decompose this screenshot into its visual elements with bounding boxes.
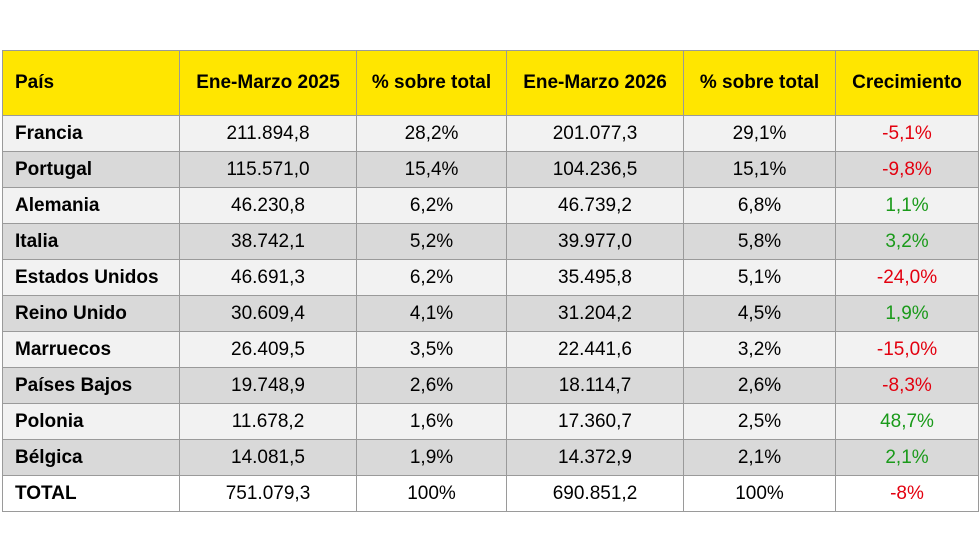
table-row: Reino Unido 30.609,4 4,1% 31.204,2 4,5% 1,9% — [2, 295, 979, 332]
cell-crecimiento: 1,1% — [835, 187, 979, 224]
cell-ene-marzo-2026: 201.077,3 — [506, 115, 684, 152]
cell-country: Alemania — [2, 187, 180, 224]
cell-ene-marzo-2026: 22.441,6 — [506, 331, 684, 368]
cell-pct-2026: 5,1% — [683, 259, 836, 296]
cell-crecimiento: 3,2% — [835, 223, 979, 260]
cell-country: Italia — [2, 223, 180, 260]
cell-country: Estados Unidos — [2, 259, 180, 296]
header-pct-2026: % sobre total — [683, 50, 836, 116]
cell-pct-2025: 1,9% — [356, 439, 507, 476]
total-row: TOTAL 751.079,3 100% 690.851,2 100% -8% — [2, 475, 979, 512]
table-row: Alemania 46.230,8 6,2% 46.739,2 6,8% 1,1% — [2, 187, 979, 224]
cell-pct-2025: 1,6% — [356, 403, 507, 440]
cell-crecimiento: -8,3% — [835, 367, 979, 404]
cell-pct-2026: 3,2% — [683, 331, 836, 368]
cell-pct-2025: 3,5% — [356, 331, 507, 368]
cell-ene-marzo-2026: 690.851,2 — [506, 475, 684, 512]
header-pct-2025: % sobre total — [356, 50, 507, 116]
table-body: Francia 211.894,8 28,2% 201.077,3 29,1% -5,1%… — [2, 115, 979, 512]
cell-country: Francia — [2, 115, 180, 152]
cell-crecimiento: 1,9% — [835, 295, 979, 332]
cell-country: Reino Unido — [2, 295, 180, 332]
table-row: Marruecos 26.409,5 3,5% 22.441,6 3,2% -15,0% — [2, 331, 979, 368]
cell-ene-marzo-2026: 17.360,7 — [506, 403, 684, 440]
cell-country: Polonia — [2, 403, 180, 440]
cell-country: Marruecos — [2, 331, 180, 368]
cell-crecimiento: -8% — [835, 475, 979, 512]
cell-pct-2026: 2,5% — [683, 403, 836, 440]
cell-ene-marzo-2025: 38.742,1 — [179, 223, 357, 260]
cell-ene-marzo-2026: 39.977,0 — [506, 223, 684, 260]
cell-ene-marzo-2025: 14.081,5 — [179, 439, 357, 476]
cell-country: Bélgica — [2, 439, 180, 476]
cell-pct-2026: 2,6% — [683, 367, 836, 404]
cell-crecimiento: -5,1% — [835, 115, 979, 152]
cell-ene-marzo-2026: 14.372,9 — [506, 439, 684, 476]
cell-ene-marzo-2025: 46.230,8 — [179, 187, 357, 224]
header-row: País Ene-Marzo 2025 % sobre total Ene-Ma… — [2, 50, 979, 116]
cell-pct-2025: 6,2% — [356, 187, 507, 224]
header-ene-marzo-2025: Ene-Marzo 2025 — [179, 50, 357, 116]
cell-crecimiento: -15,0% — [835, 331, 979, 368]
table-row: Italia 38.742,1 5,2% 39.977,0 5,8% 3,2% — [2, 223, 979, 260]
table-row: Estados Unidos 46.691,3 6,2% 35.495,8 5,1% -2… — [2, 259, 979, 296]
table-row: Portugal 115.571,0 15,4% 104.236,5 15,1% -9,8… — [2, 151, 979, 188]
cell-pct-2026: 2,1% — [683, 439, 836, 476]
cell-crecimiento: -24,0% — [835, 259, 979, 296]
cell-ene-marzo-2025: 11.678,2 — [179, 403, 357, 440]
cell-pct-2026: 5,8% — [683, 223, 836, 260]
cell-ene-marzo-2026: 31.204,2 — [506, 295, 684, 332]
cell-pct-2026: 4,5% — [683, 295, 836, 332]
header-pais: País — [2, 50, 180, 116]
cell-pct-2025: 15,4% — [356, 151, 507, 188]
cell-ene-marzo-2026: 46.739,2 — [506, 187, 684, 224]
cell-ene-marzo-2025: 26.409,5 — [179, 331, 357, 368]
cell-ene-marzo-2025: 115.571,0 — [179, 151, 357, 188]
cell-pct-2025: 100% — [356, 475, 507, 512]
cell-crecimiento: -9,8% — [835, 151, 979, 188]
cell-pct-2025: 6,2% — [356, 259, 507, 296]
cell-ene-marzo-2025: 211.894,8 — [179, 115, 357, 152]
cell-ene-marzo-2026: 104.236,5 — [506, 151, 684, 188]
exports-table: País Ene-Marzo 2025 % sobre total Ene-Ma… — [2, 50, 979, 512]
header-crecimiento: Crecimiento — [835, 50, 979, 116]
cell-pct-2026: 100% — [683, 475, 836, 512]
table-row: Polonia 11.678,2 1,6% 17.360,7 2,5% 48,7% — [2, 403, 979, 440]
cell-country: TOTAL — [2, 475, 180, 512]
cell-pct-2025: 2,6% — [356, 367, 507, 404]
cell-pct-2025: 28,2% — [356, 115, 507, 152]
cell-country: Portugal — [2, 151, 180, 188]
cell-ene-marzo-2026: 35.495,8 — [506, 259, 684, 296]
table-row: Bélgica 14.081,5 1,9% 14.372,9 2,1% 2,1% — [2, 439, 979, 476]
cell-pct-2026: 6,8% — [683, 187, 836, 224]
header-ene-marzo-2026: Ene-Marzo 2026 — [506, 50, 684, 116]
cell-crecimiento: 2,1% — [835, 439, 979, 476]
cell-pct-2026: 15,1% — [683, 151, 836, 188]
cell-pct-2026: 29,1% — [683, 115, 836, 152]
cell-ene-marzo-2025: 46.691,3 — [179, 259, 357, 296]
cell-ene-marzo-2025: 751.079,3 — [179, 475, 357, 512]
cell-crecimiento: 48,7% — [835, 403, 979, 440]
table-row: Países Bajos 19.748,9 2,6% 18.114,7 2,6% -8,3… — [2, 367, 979, 404]
cell-ene-marzo-2025: 30.609,4 — [179, 295, 357, 332]
cell-country: Países Bajos — [2, 367, 180, 404]
table-row: Francia 211.894,8 28,2% 201.077,3 29,1% -5,1% — [2, 115, 979, 152]
cell-pct-2025: 5,2% — [356, 223, 507, 260]
cell-ene-marzo-2026: 18.114,7 — [506, 367, 684, 404]
cell-ene-marzo-2025: 19.748,9 — [179, 367, 357, 404]
cell-pct-2025: 4,1% — [356, 295, 507, 332]
